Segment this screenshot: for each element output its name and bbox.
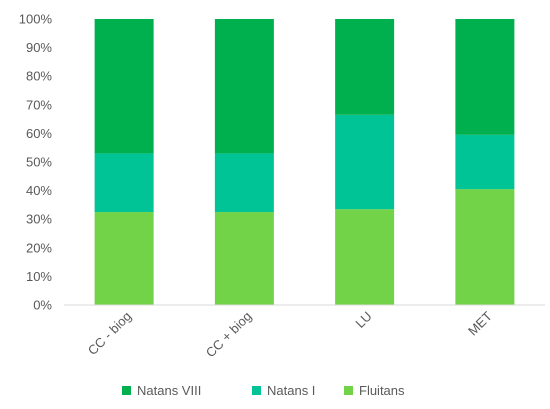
y-tick-label: 30% bbox=[26, 212, 52, 227]
legend-swatch bbox=[252, 386, 261, 395]
y-tick-label: 50% bbox=[26, 155, 52, 170]
bar-segment bbox=[94, 153, 154, 213]
y-tick-label: 40% bbox=[26, 183, 52, 198]
bar-segment bbox=[335, 19, 395, 115]
y-tick-label: 90% bbox=[26, 40, 52, 55]
bar-segment bbox=[335, 209, 395, 305]
y-tick-label: 20% bbox=[26, 240, 52, 255]
bar-segment bbox=[214, 153, 274, 213]
legend: Natans VIII Natans I Fluitans bbox=[122, 383, 405, 398]
y-tick-label: 60% bbox=[26, 126, 52, 141]
y-axis: 0% 10% 20% 30% 40% 50% 60% 70% 80% 90% 100% bbox=[19, 12, 53, 313]
x-category-label: CC - biog bbox=[85, 309, 134, 358]
bar-segment bbox=[335, 114, 395, 210]
bar-segment bbox=[214, 212, 274, 305]
legend-label: Natans I bbox=[267, 383, 315, 398]
x-category-label: CC + biog bbox=[203, 309, 255, 361]
bars bbox=[94, 19, 515, 305]
legend-label: Fluitans bbox=[359, 383, 405, 398]
bar-segment bbox=[455, 134, 515, 190]
y-tick-label: 70% bbox=[26, 97, 52, 112]
legend-swatch bbox=[344, 386, 353, 395]
bar-segment bbox=[94, 212, 154, 305]
bar-segment bbox=[455, 189, 515, 305]
y-tick-label: 80% bbox=[26, 69, 52, 84]
bar-segment bbox=[94, 19, 154, 154]
x-category-label: MET bbox=[465, 308, 495, 338]
y-tick-label: 0% bbox=[33, 298, 52, 313]
y-tick-label: 10% bbox=[26, 269, 52, 284]
legend-swatch bbox=[122, 386, 131, 395]
bar-segment bbox=[214, 19, 274, 154]
x-axis-labels: CC - biog CC + biog LU MET bbox=[85, 308, 495, 360]
x-category-label: LU bbox=[352, 309, 374, 331]
bar-segment bbox=[455, 19, 515, 135]
y-tick-label: 100% bbox=[19, 12, 53, 27]
legend-label: Natans VIII bbox=[137, 383, 201, 398]
